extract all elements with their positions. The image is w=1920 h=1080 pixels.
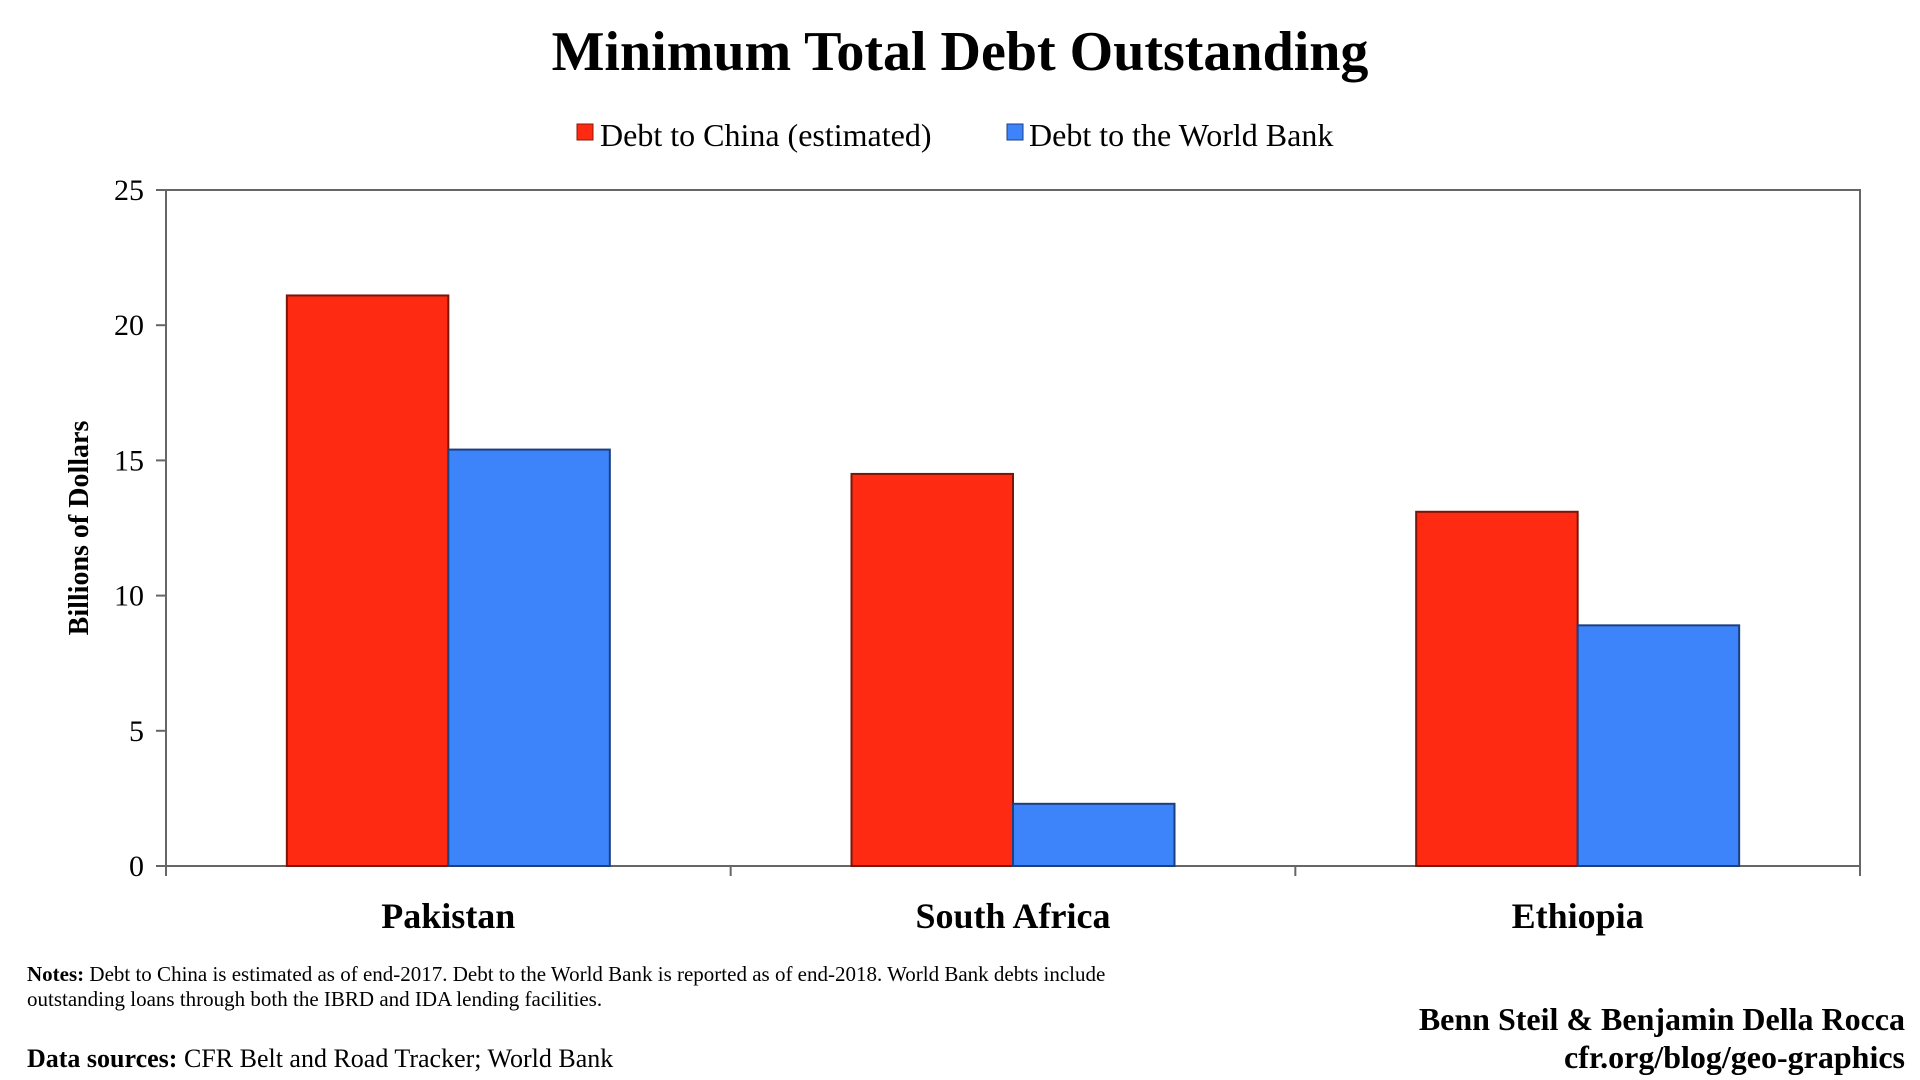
bar-world-bank-pakistan	[447, 448, 611, 867]
y-axis: 0 5 10 15 20 25	[114, 174, 166, 883]
bars	[285, 294, 1741, 867]
y-tick-label: 25	[114, 174, 144, 207]
x-category-label: Pakistan	[381, 896, 515, 936]
y-tick-label: 10	[114, 580, 144, 613]
credit: Benn Steil & Benjamin Della Rocca cfr.or…	[1419, 1000, 1905, 1076]
bar-china-south-africa	[850, 472, 1014, 867]
data-sources: Data sources: CFR Belt and Road Tracker;…	[27, 1044, 613, 1074]
x-category-label: Ethiopia	[1512, 896, 1644, 936]
notes-text: Debt to China is estimated as of end-201…	[27, 962, 1106, 1011]
y-tick-label: 15	[114, 444, 144, 477]
bar-china-pakistan	[285, 294, 450, 867]
notes-label: Notes:	[27, 962, 85, 986]
y-tick-label: 0	[129, 850, 144, 883]
x-category-label: South Africa	[915, 896, 1110, 936]
y-tick-label: 20	[114, 309, 144, 342]
legend-label-china: Debt to China (estimated)	[600, 117, 931, 153]
chart-title: Minimum Total Debt Outstanding	[552, 21, 1369, 83]
x-axis: Pakistan South Africa Ethiopia	[165, 866, 1861, 936]
bar-china-ethiopia	[1415, 510, 1579, 867]
legend: Debt to China (estimated) Debt to the Wo…	[576, 117, 1333, 153]
notes: Notes: Debt to China is estimated as of …	[27, 962, 1197, 1012]
y-axis-label: Billions of Dollars	[64, 421, 95, 636]
legend-swatch-world-bank	[1006, 123, 1024, 141]
sources-text: CFR Belt and Road Tracker; World Bank	[183, 1044, 614, 1073]
bar-world-bank-south-africa	[1012, 802, 1176, 867]
sources-label: Data sources:	[27, 1044, 178, 1073]
credit-authors: Benn Steil & Benjamin Della Rocca	[1418, 1001, 1905, 1037]
credit-url: cfr.org/blog/geo-graphics	[1564, 1039, 1905, 1075]
legend-label-world-bank: Debt to the World Bank	[1029, 117, 1333, 153]
bar-world-bank-ethiopia	[1576, 624, 1741, 867]
legend-swatch-china	[576, 123, 594, 141]
y-tick-label: 5	[129, 715, 144, 748]
